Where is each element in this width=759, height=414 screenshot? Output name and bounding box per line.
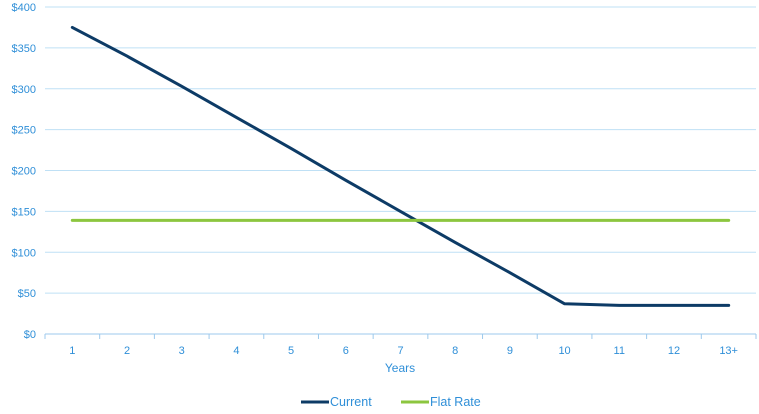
x-axis-title: Years (385, 361, 415, 375)
x-tick-label: 8 (452, 345, 458, 357)
y-tick-label: $150 (12, 206, 36, 218)
x-tick-label: 7 (397, 345, 403, 357)
y-tick-label: $250 (12, 125, 36, 137)
x-tick-label: 13+ (719, 345, 738, 357)
x-tick-label: 5 (288, 345, 294, 357)
data-series (70, 25, 731, 307)
legend-label: Current (330, 395, 372, 409)
x-tick-label: 12 (668, 345, 680, 357)
x-tick-label: 4 (233, 345, 239, 357)
y-axis-tick-labels: $0 $50 $100 $150 $200 $250 $300 $350 $400 (12, 2, 36, 341)
x-axis (44, 333, 757, 339)
legend-label: Flat Rate (430, 395, 481, 409)
x-tick-label: 11 (614, 345, 625, 357)
y-tick-label: $400 (12, 2, 36, 14)
x-tick-label: 1 (69, 345, 75, 357)
y-tick-label: $50 (18, 288, 36, 300)
x-tick-label: 3 (179, 345, 185, 357)
y-tick-label: $0 (24, 329, 36, 341)
y-tick-label: $300 (12, 84, 36, 96)
x-axis-tick-labels: 1 2 3 4 5 6 7 8 9 10 11 12 13+ (69, 345, 738, 357)
y-tick-label: $100 (12, 247, 36, 259)
x-tick-label: 6 (343, 345, 349, 357)
series-line-current (70, 25, 731, 307)
y-tick-label: $350 (12, 43, 36, 55)
x-tick-label: 10 (558, 345, 570, 357)
gridlines (45, 6, 756, 294)
legend: Current Flat Rate (301, 395, 481, 409)
x-tick-label: 9 (507, 345, 513, 357)
y-tick-label: $200 (12, 166, 36, 178)
x-tick-label: 2 (124, 345, 130, 357)
